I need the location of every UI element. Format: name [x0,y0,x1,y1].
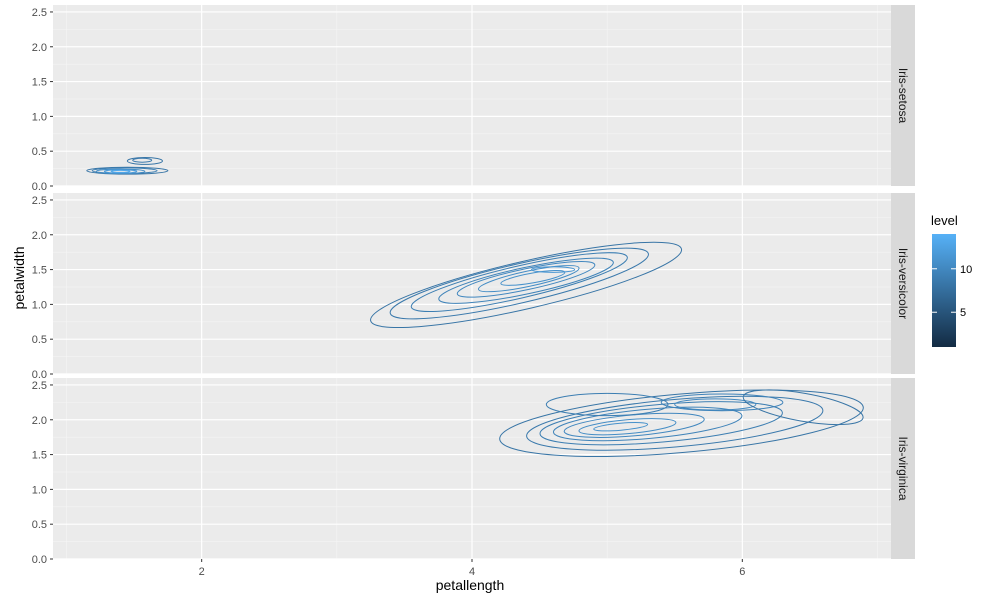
contour-line [526,395,824,451]
contour-line [593,422,649,432]
contour-line [389,247,649,320]
contour-line [545,392,669,417]
y-tick-label: 2.0 [32,415,47,427]
contour-line [578,418,677,436]
panels: 0.0 0.5 1.0 1.5 2.0 2.5 Iris-setosa 0.0 0.5 1.0 1.… [32,5,915,566]
facet-strip [891,378,915,559]
contour-line [86,166,169,175]
legend-title: level [931,213,958,228]
legend-tick-label: 10 [960,264,972,276]
facet-strip [891,193,915,374]
y-tick-label: 2.0 [32,42,47,54]
contour-line [103,169,138,174]
contour-line [660,393,784,412]
panel-0: 0.0 0.5 1.0 1.5 2.0 2.5 Iris-setosa [32,5,915,193]
x-axis: 2 4 6 [199,559,745,578]
contour-line [530,266,576,273]
contour-line [539,401,783,446]
y-axis-title: petalwidth [11,246,27,309]
contours [499,389,864,457]
contour-line [456,260,596,298]
contour-line [742,389,864,426]
y-tick-label: 0.0 [32,369,47,381]
contour-line [410,252,628,313]
x-axis-title: petallength [436,577,505,593]
y-tick-label: 1.5 [32,77,47,89]
y-tick-label: 0.5 [32,519,47,531]
contour-line [438,257,614,304]
panel-1: 0.0 0.5 1.0 1.5 2.0 2.5 Iris-versicolor [32,193,915,381]
y-tick-label: 2.5 [32,7,47,19]
contours [370,241,683,329]
contour-line [478,265,580,293]
y-tick-label: 1.5 [32,265,47,277]
x-tick-label: 6 [739,566,745,578]
y-tick-label: 2.5 [32,195,47,207]
legend-colorbar [932,234,956,347]
contours [86,156,169,175]
facet-strip [891,5,915,186]
y-tick-label: 1.0 [32,111,47,123]
facet-strip-label: Iris-setosa [896,68,910,124]
contour-line [552,406,743,442]
y-tick-label: 0.0 [32,181,47,193]
y-tick-label: 2.5 [32,380,47,392]
y-tick-label: 1.0 [32,299,47,311]
contour-line [370,241,683,329]
y-tick-label: 2.0 [32,230,47,242]
legend: level 5 10 [931,213,972,347]
contour-line [110,169,131,173]
contour-line [126,156,163,165]
y-tick-label: 0.5 [32,334,47,346]
facet-strip-label: Iris-versicolor [896,248,910,319]
x-tick-label: 4 [469,566,475,578]
contour-line [499,389,864,457]
contour-line [95,168,146,175]
panel-2: 0.0 0.5 1.0 1.5 2.0 2.5 Iris-virginica [32,378,915,566]
legend-tick-label: 5 [960,307,966,319]
y-tick-label: 1.0 [32,484,47,496]
contour-line [674,398,757,411]
facet-strip-label: Iris-virginica [896,436,910,500]
x-tick-label: 2 [199,566,205,578]
y-tick-label: 0.0 [32,554,47,566]
y-tick-label: 1.5 [32,450,47,462]
y-tick-label: 0.5 [32,146,47,158]
contour-line [132,157,153,163]
